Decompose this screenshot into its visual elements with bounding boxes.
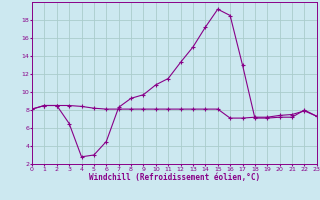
X-axis label: Windchill (Refroidissement éolien,°C): Windchill (Refroidissement éolien,°C) <box>89 173 260 182</box>
